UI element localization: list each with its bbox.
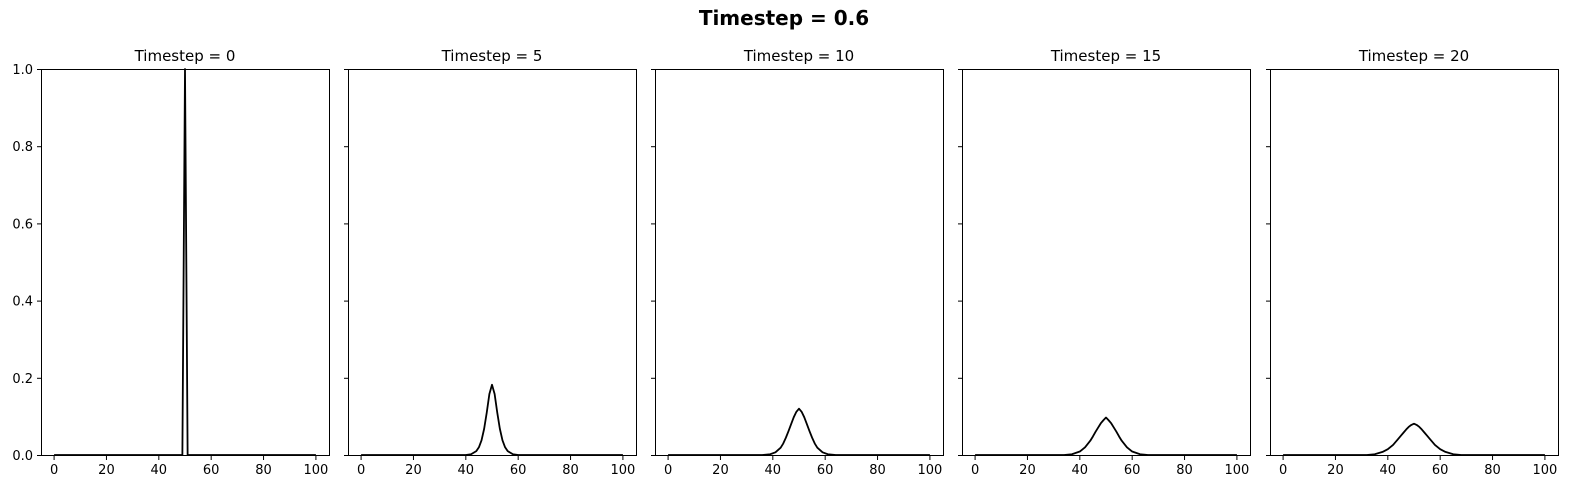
subplot-panel-4: Timestep = 15 0 20 40 60 80 100 xyxy=(958,47,1251,478)
data-line xyxy=(1283,422,1545,455)
x-tick-label: 20 xyxy=(98,463,115,478)
subplot-panel-5: Timestep = 20 0 20 40 60 80 100 xyxy=(1266,47,1559,478)
x-tick-label: 20 xyxy=(1019,463,1036,478)
x-tick-label: 80 xyxy=(255,463,272,478)
x-tick-label: 0 xyxy=(50,463,58,478)
x-tick-label: 80 xyxy=(562,463,579,478)
data-line xyxy=(975,416,1237,455)
subplot-panel-2: Timestep = 5 0 20 40 60 80 100 xyxy=(344,47,637,478)
axes-frame xyxy=(1270,69,1559,456)
x-tick-label: 40 xyxy=(1072,463,1089,478)
x-tick-label: 20 xyxy=(405,463,422,478)
y-tick-label: 0.8 xyxy=(12,140,33,155)
subplot-title: Timestep = 0 xyxy=(134,47,236,65)
axes-frame xyxy=(962,69,1251,456)
x-tick-label: 60 xyxy=(1432,463,1449,478)
x-tick-label: 100 xyxy=(1532,463,1557,478)
figure-suptitle: Timestep = 0.6 xyxy=(699,6,869,30)
x-tick-label: 80 xyxy=(1176,463,1193,478)
subplot-title: Timestep = 20 xyxy=(1358,47,1469,65)
axes-frame xyxy=(41,69,330,456)
x-tick-label: 40 xyxy=(1380,463,1397,478)
x-tick-label: 0 xyxy=(971,463,979,478)
x-tick-label: 100 xyxy=(917,463,942,478)
x-tick-label: 40 xyxy=(765,463,782,478)
subplot-title: Timestep = 15 xyxy=(1050,47,1161,65)
data-line xyxy=(668,407,930,455)
x-tick-label: 0 xyxy=(357,463,365,478)
x-tick-label: 80 xyxy=(869,463,886,478)
data-line xyxy=(361,383,623,455)
x-tick-label: 60 xyxy=(510,463,527,478)
y-tick-label: 0.4 xyxy=(12,295,33,310)
y-tick-label: 0.2 xyxy=(12,372,33,387)
y-tick-label: 0.6 xyxy=(12,217,33,232)
x-tick-label: 20 xyxy=(1327,463,1344,478)
subplot-panel-3: Timestep = 10 0 20 40 60 80 100 xyxy=(651,47,944,478)
x-tick-label: 60 xyxy=(203,463,220,478)
subplot-grid: Timestep = 0 0 20 40 60 80 100 0.0 0.2 0.4 0.6 0.8 1… xyxy=(12,47,1559,478)
y-tick-label: 0.0 xyxy=(12,449,33,464)
subplot-title: Timestep = 5 xyxy=(441,47,543,65)
x-tick-label: 40 xyxy=(151,463,168,478)
y-tick-label: 1.0 xyxy=(12,63,33,78)
x-tick-label: 80 xyxy=(1484,463,1501,478)
subplot-panel-1: Timestep = 0 0 20 40 60 80 100 0.0 0.2 0.4 0.6 0.8 1… xyxy=(12,47,330,478)
x-tick-label: 40 xyxy=(458,463,475,478)
x-tick-label: 60 xyxy=(1124,463,1141,478)
x-tick-label: 100 xyxy=(303,463,328,478)
x-tick-label: 100 xyxy=(610,463,635,478)
axes-frame xyxy=(348,69,637,456)
x-tick-label: 0 xyxy=(664,463,672,478)
axes-frame xyxy=(655,69,944,456)
x-tick-label: 100 xyxy=(1224,463,1249,478)
subplot-title: Timestep = 10 xyxy=(743,47,854,65)
x-tick-label: 20 xyxy=(712,463,729,478)
x-tick-label: 60 xyxy=(817,463,834,478)
x-tick-label: 0 xyxy=(1279,463,1287,478)
